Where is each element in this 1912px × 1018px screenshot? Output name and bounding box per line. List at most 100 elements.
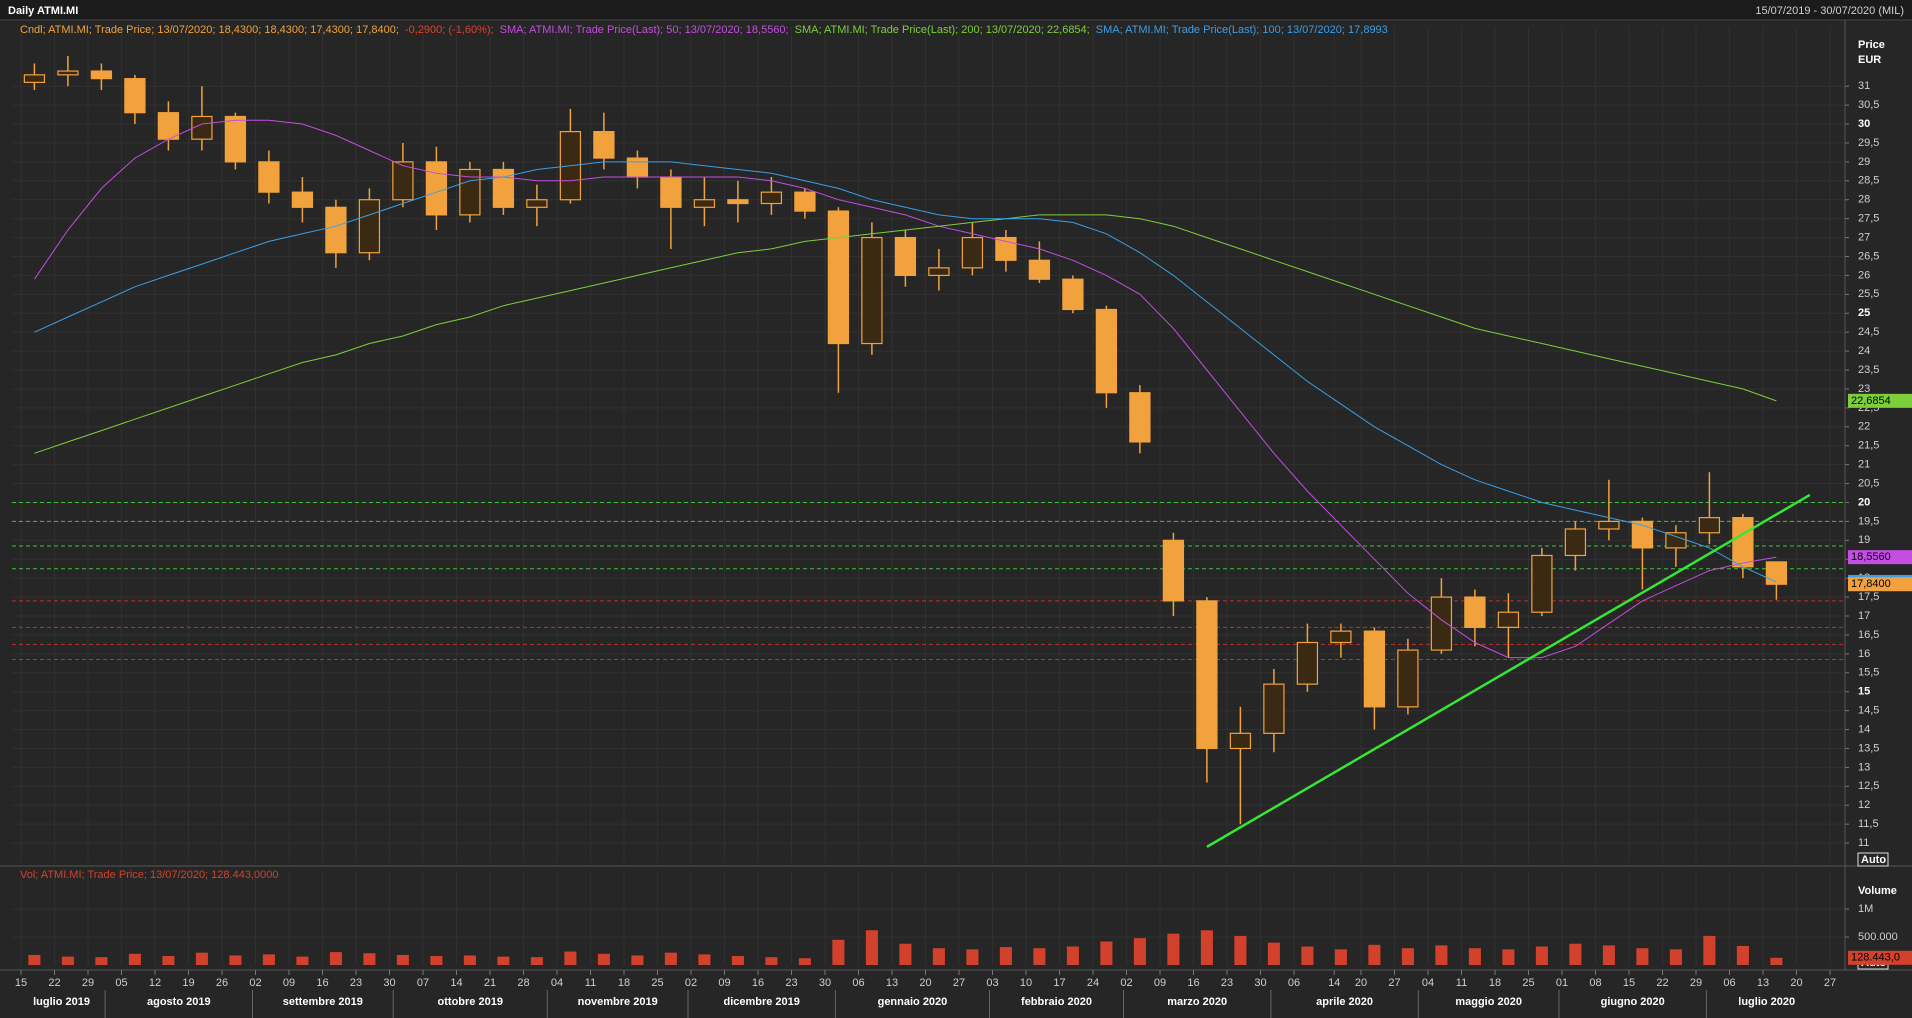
month-label: aprile 2020 [1316,996,1373,1008]
candle-body [1564,528,1587,557]
x-tick-label: 01 [1556,977,1568,989]
x-tick-label: 12 [149,977,161,989]
volume-bar [1033,948,1046,965]
candle-body [1062,278,1084,311]
candle-body [1162,539,1185,602]
y-tick-label: 11,5 [1858,818,1879,830]
legend-text: Cndl; ATMI.MI; Trade Price; 13/07/2020; … [20,24,399,36]
candle-body [1430,596,1453,651]
volume-bar [698,954,711,965]
candle-body [760,191,783,205]
x-tick-label: 09 [283,977,295,989]
x-tick-label: 14 [450,977,462,989]
volume-bar [865,930,878,965]
candle-body [425,161,448,216]
volume-bar [899,943,912,965]
candle-body [23,74,46,84]
candle-body [1397,649,1419,708]
y-tick-label: 23,5 [1858,364,1879,376]
candle-body [392,161,414,201]
x-tick-label: 26 [216,977,228,989]
month-label: novembre 2019 [578,996,658,1008]
candle-body [1330,630,1352,644]
candle-body [459,168,481,216]
volume-axis-title: Volume [1858,885,1897,897]
y-tick-label: 24,5 [1858,326,1879,338]
x-tick-label: 17 [1053,977,1065,989]
y-tick-label: 26 [1858,269,1870,281]
y-tick-label: 15,5 [1858,667,1879,679]
x-tick-label: 06 [1288,977,1300,989]
candle-body [660,176,682,208]
y-tick-label: 16 [1858,648,1870,660]
last-value-box [1848,950,1912,965]
y-tick-label: 19,5 [1858,515,1879,527]
volume-bar [530,957,543,965]
x-tick-label: 04 [1422,977,1434,989]
month-label: luglio 2019 [33,996,90,1008]
volume-bar [262,954,275,965]
volume-bar [497,956,510,965]
y-tick-label: 20 [1858,496,1870,508]
volume-bar [430,956,443,965]
y-tick-label: 13 [1858,761,1870,773]
x-tick-label: 20 [919,977,931,989]
y-tick-label: 24 [1858,345,1870,357]
month-label: luglio 2020 [1738,996,1795,1008]
month-label: maggio 2020 [1455,996,1522,1008]
x-tick-label: 27 [1824,977,1836,989]
x-tick-label: 27 [1388,977,1400,989]
y-tick-label: 25 [1858,307,1870,319]
y-tick-label: 22 [1858,421,1870,433]
x-tick-label: 29 [1690,977,1702,989]
volume-bar [1535,946,1548,965]
y-tick-label: 28 [1858,194,1870,206]
volume-bar [95,957,108,965]
month-label: dicembre 2019 [723,996,799,1008]
volume-bar [128,953,141,965]
x-tick-label: 16 [1187,977,1199,989]
candle-body [224,115,247,163]
x-tick-label: 05 [115,977,127,989]
y-tick-label: 25,5 [1858,288,1879,300]
y-tick-label: 26,5 [1858,250,1879,262]
x-tick-label: 14 [1328,977,1340,989]
candle-body [1765,561,1788,585]
y-tick-label: 31 [1858,80,1870,92]
volume-bar [296,956,309,965]
candle-body [325,206,347,254]
x-tick-label: 20 [1355,977,1367,989]
month-label: giugno 2020 [1601,996,1665,1008]
y-tick-label: 15 [1858,686,1870,698]
volume-bar [664,952,677,965]
legend-text: -0,2900; (-1,60%); [405,24,494,36]
sma-line [33,119,1777,659]
y-tick-label: 23 [1858,383,1870,395]
x-tick-label: 23 [1221,977,1233,989]
price-axis-title: Price [1858,39,1885,51]
candle-body [1698,517,1721,534]
auto-label: Auto [1861,854,1886,866]
candle-body [291,191,314,208]
price-axis-unit: EUR [1858,54,1881,66]
candle-body [1229,732,1252,750]
legend-text: SMA; ATMI.MI; Trade Price(Last); 50; 13/… [500,24,789,36]
candle-body [526,199,548,208]
volume-bar [1401,948,1414,965]
volume-bar [463,955,476,965]
candle-body [961,236,984,269]
candle-body [827,210,850,345]
y-tick-label: 14,5 [1858,705,1879,717]
volume-bar [932,948,945,965]
x-tick-label: 19 [182,977,194,989]
candle-body [1531,554,1553,613]
volume-bar [731,956,744,965]
volume-bar [631,955,644,965]
x-tick-label: 23 [785,977,797,989]
volume-bar [396,954,409,965]
x-tick-label: 02 [249,977,261,989]
volume-bar [597,953,610,965]
month-label: febbraio 2020 [1021,996,1092,1008]
